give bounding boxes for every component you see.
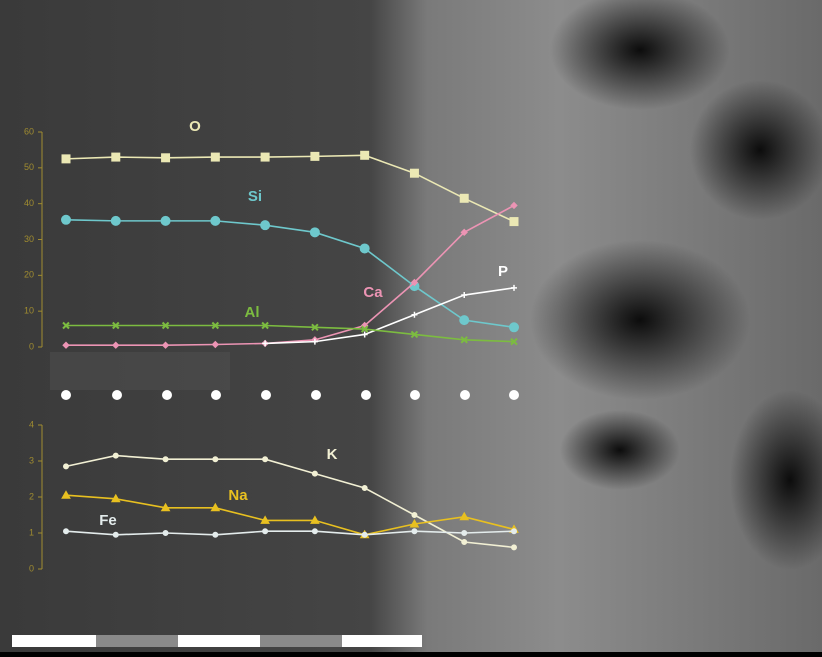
y-tick-label: 1 [29,527,34,537]
marker [310,228,319,237]
marker [261,221,270,230]
series-label: P [498,263,508,280]
shade [50,352,230,390]
marker [211,153,219,161]
y-tick-label: 50 [24,162,34,172]
marker [311,152,319,160]
marker [163,531,168,536]
y-tick-label: 0 [29,341,34,351]
marker [211,216,220,225]
series-label: Si [248,188,262,205]
marker [161,216,170,225]
marker [263,457,268,462]
marker [162,154,170,162]
marker [410,169,418,177]
chart: 0 10 20 30 40 50 60 O Si Ca P Al 0 1 2 3 4 K Na Fe [0,0,822,652]
y-tick-label: 60 [24,126,34,136]
marker [64,529,69,534]
marker [64,464,69,469]
series-label: Na [228,487,248,504]
series-label: Al [245,304,260,321]
marker [112,153,120,161]
marker [62,215,71,224]
y-tick-label: 20 [24,270,34,280]
marker [263,529,268,534]
marker [261,153,269,161]
marker [462,540,467,545]
y-tick-label: 3 [29,455,34,465]
y-tick-label: 2 [29,491,34,501]
y-tick-label: 10 [24,306,34,316]
marker [213,457,218,462]
marker [213,532,218,537]
marker [111,216,120,225]
marker [510,323,519,332]
y-tick-label: 30 [24,234,34,244]
marker [460,316,469,325]
marker [62,155,70,163]
y-tick-label: 4 [29,419,34,429]
marker [362,486,367,491]
marker [510,218,518,226]
marker [412,513,417,518]
marker [412,529,417,534]
series-label: K [327,446,338,463]
marker [462,531,467,536]
marker [312,471,317,476]
marker [512,529,517,534]
series-label: Fe [99,512,117,529]
marker [113,532,118,537]
marker [360,244,369,253]
series-label: O [189,118,201,135]
marker [460,194,468,202]
marker [512,545,517,550]
series-label: Ca [363,284,383,301]
marker [361,151,369,159]
marker [312,529,317,534]
y-tick-label: 40 [24,198,34,208]
y-tick-label: 0 [29,563,34,573]
marker [113,453,118,458]
marker [163,457,168,462]
marker [362,532,367,537]
scale-bar [12,635,422,647]
